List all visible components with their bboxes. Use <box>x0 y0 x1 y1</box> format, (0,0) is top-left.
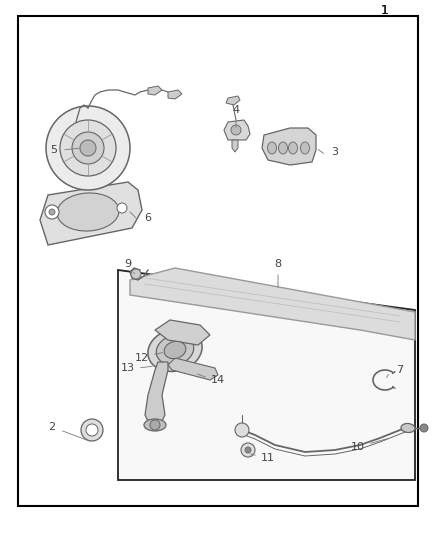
Text: 8: 8 <box>275 259 282 269</box>
Circle shape <box>245 447 251 453</box>
Text: 5: 5 <box>50 145 57 155</box>
Circle shape <box>131 269 141 279</box>
Text: 9: 9 <box>124 259 131 269</box>
Polygon shape <box>145 362 168 425</box>
Circle shape <box>231 125 241 135</box>
Text: 1: 1 <box>381 4 389 17</box>
Ellipse shape <box>144 419 166 431</box>
Circle shape <box>46 106 130 190</box>
Ellipse shape <box>300 142 310 154</box>
Circle shape <box>45 205 59 219</box>
Polygon shape <box>262 128 316 165</box>
Text: 4: 4 <box>233 105 240 115</box>
Ellipse shape <box>401 424 415 432</box>
Circle shape <box>60 120 116 176</box>
Ellipse shape <box>156 335 194 365</box>
Circle shape <box>80 140 96 156</box>
Circle shape <box>86 424 98 436</box>
Circle shape <box>49 209 55 215</box>
Ellipse shape <box>289 142 297 154</box>
Polygon shape <box>224 120 250 140</box>
Ellipse shape <box>164 341 186 359</box>
Ellipse shape <box>57 193 119 231</box>
Polygon shape <box>168 90 182 99</box>
Polygon shape <box>118 270 415 480</box>
Polygon shape <box>168 358 218 380</box>
Text: 12: 12 <box>135 353 149 363</box>
Text: 1: 1 <box>381 4 389 17</box>
Circle shape <box>241 443 255 457</box>
Polygon shape <box>40 182 142 245</box>
Polygon shape <box>130 268 415 340</box>
Polygon shape <box>226 96 240 105</box>
Ellipse shape <box>268 142 276 154</box>
Circle shape <box>420 424 428 432</box>
Text: 13: 13 <box>121 363 135 373</box>
Circle shape <box>81 419 103 441</box>
Circle shape <box>235 423 249 437</box>
Text: 2: 2 <box>49 422 56 432</box>
Polygon shape <box>155 320 210 345</box>
Text: 10: 10 <box>351 442 365 452</box>
Circle shape <box>150 420 160 430</box>
Polygon shape <box>148 86 162 95</box>
Circle shape <box>117 203 127 213</box>
Ellipse shape <box>279 142 287 154</box>
Text: 6: 6 <box>145 213 152 223</box>
Ellipse shape <box>148 328 202 372</box>
Text: 14: 14 <box>211 375 225 385</box>
Text: 11: 11 <box>261 453 275 463</box>
Polygon shape <box>232 140 238 152</box>
Circle shape <box>72 132 104 164</box>
Text: 7: 7 <box>396 365 403 375</box>
Text: 3: 3 <box>332 147 339 157</box>
